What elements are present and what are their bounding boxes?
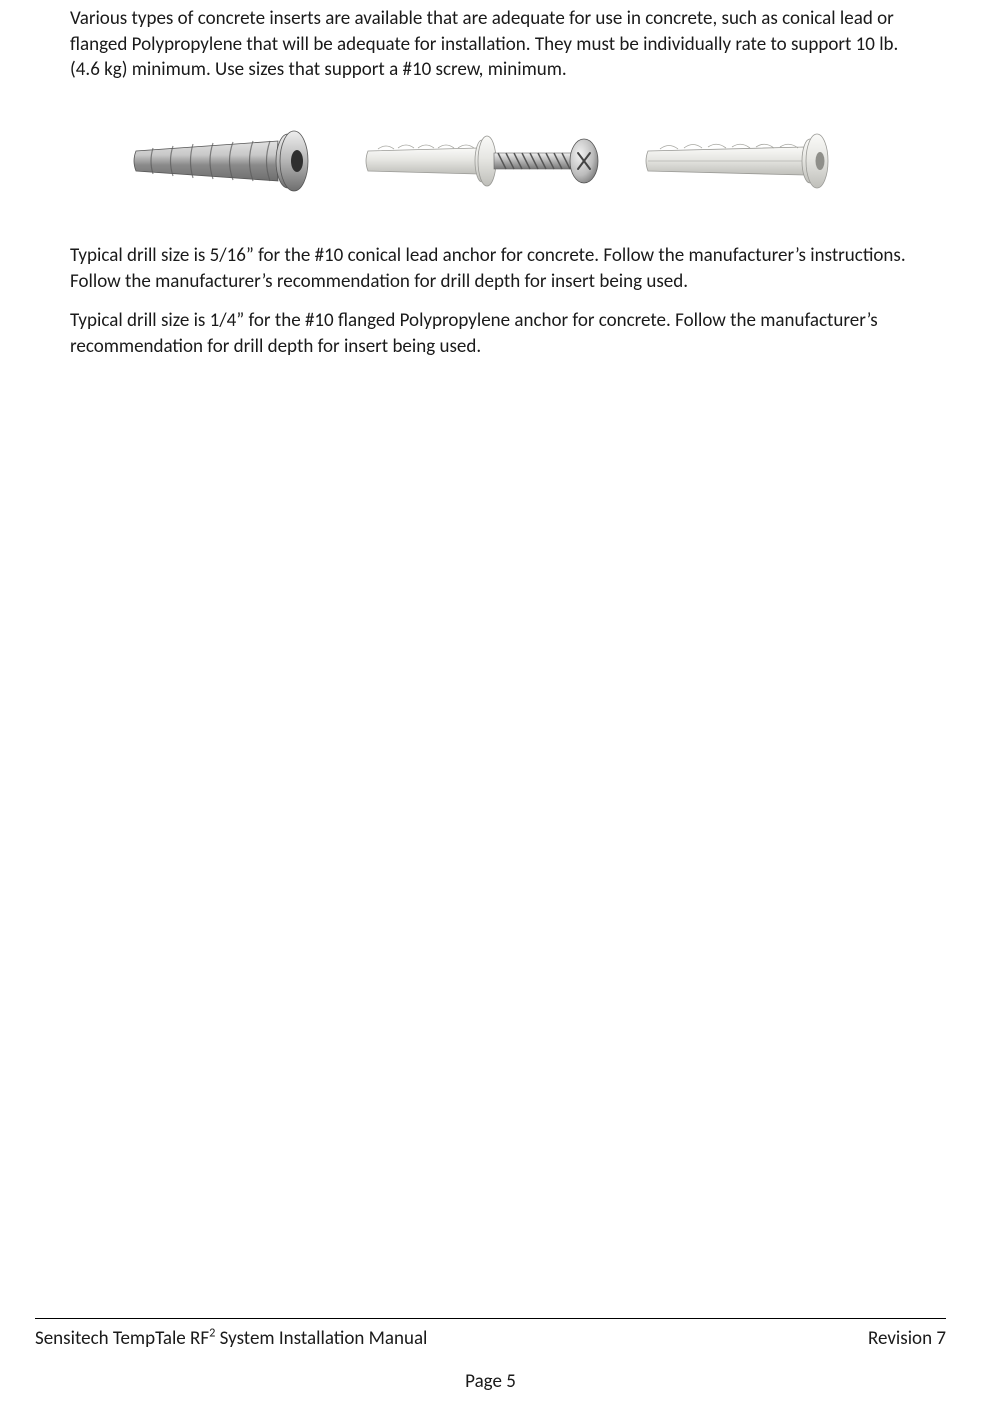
paragraph-2: Typical drill size is 5/16” for the #10 … [70, 243, 911, 294]
footer-revision: Revision 7 [868, 1327, 946, 1350]
footer-row: Sensitech TempTale RF2 System Installati… [35, 1327, 946, 1350]
paragraph-3: Typical drill size is 1/4” for the #10 f… [70, 308, 911, 359]
footer-title-post: System Installation Manual [215, 1327, 427, 1350]
footer-rule [35, 1318, 946, 1319]
flanged-poly-anchor-icon [634, 111, 864, 211]
footer-title-pre: Sensitech TempTale RF [35, 1327, 209, 1350]
figure-row [70, 111, 911, 211]
paragraph-1: Various types of concrete inserts are av… [70, 6, 911, 83]
page-content: Various types of concrete inserts are av… [0, 0, 981, 359]
page-footer: Sensitech TempTale RF2 System Installati… [35, 1318, 946, 1393]
page-number: Page 5 [35, 1370, 946, 1393]
conical-lead-anchor-icon [118, 111, 338, 211]
anchor-with-screw-icon [356, 111, 616, 211]
footer-title: Sensitech TempTale RF2 System Installati… [35, 1327, 427, 1350]
